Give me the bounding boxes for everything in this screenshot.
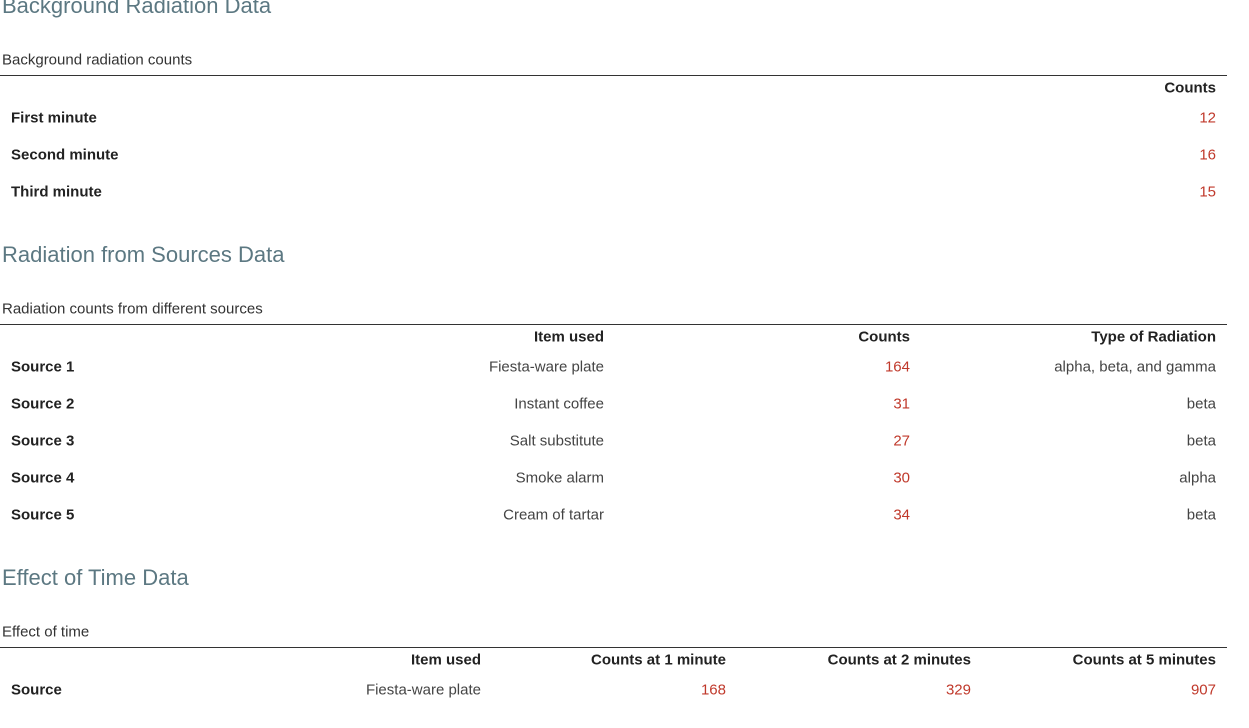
row-label: Source 4 bbox=[11, 469, 75, 487]
table-cell: beta bbox=[1186, 506, 1216, 524]
table-cell: 31 bbox=[893, 395, 910, 413]
table-caption: Background radiation counts bbox=[2, 51, 193, 69]
table-caption: Effect of time bbox=[2, 623, 90, 641]
table-cell: Instant coffee bbox=[514, 395, 604, 413]
table-caption: Radiation counts from different sources bbox=[2, 300, 263, 318]
table-cell: Cream of tartar bbox=[503, 506, 604, 524]
row-label: First minute bbox=[11, 109, 97, 127]
table-cell: 164 bbox=[884, 358, 910, 376]
table-cell: 15 bbox=[1199, 183, 1216, 201]
table-cell: 12 bbox=[1199, 109, 1216, 127]
table-cell: Smoke alarm bbox=[515, 469, 604, 487]
section-title: Background Radiation Data bbox=[2, 0, 272, 18]
column-header: Item used bbox=[410, 651, 481, 669]
row-label: Third minute bbox=[11, 183, 102, 201]
table-cell: beta bbox=[1186, 395, 1216, 413]
table-cell: 329 bbox=[945, 681, 971, 699]
column-header: Counts bbox=[1164, 79, 1216, 97]
table-rule bbox=[0, 324, 1227, 325]
table-cell: 30 bbox=[893, 469, 910, 487]
table-rule bbox=[0, 75, 1227, 76]
row-label: Second minute bbox=[11, 146, 119, 164]
table-cell: alpha bbox=[1179, 469, 1216, 487]
table-cell: alpha, beta, and gamma bbox=[1054, 358, 1216, 376]
table-cell: Fiesta-ware plate bbox=[488, 358, 604, 376]
table-cell: 168 bbox=[700, 681, 726, 699]
column-header: Item used bbox=[533, 328, 604, 346]
row-label: Source 1 bbox=[11, 358, 75, 376]
table-cell: 907 bbox=[1190, 681, 1216, 699]
column-header: Counts at 1 minute bbox=[590, 651, 726, 669]
column-header: Type of Radiation bbox=[1091, 328, 1216, 346]
table-cell: 34 bbox=[893, 506, 910, 524]
row-label: Source 2 bbox=[11, 395, 75, 413]
row-label: Source bbox=[11, 681, 62, 699]
section-title: Effect of Time Data bbox=[2, 565, 189, 590]
table-cell: Salt substitute bbox=[509, 432, 604, 450]
table-cell: 27 bbox=[893, 432, 910, 450]
table-rule bbox=[0, 647, 1227, 648]
table-cell: Fiesta-ware plate bbox=[365, 681, 481, 699]
row-label: Source 5 bbox=[11, 506, 75, 524]
table-cell: 16 bbox=[1199, 146, 1216, 164]
row-label: Source 3 bbox=[11, 432, 75, 450]
column-header: Counts at 5 minutes bbox=[1072, 651, 1216, 669]
column-header: Counts bbox=[858, 328, 910, 346]
section-title: Radiation from Sources Data bbox=[2, 242, 285, 267]
column-header: Counts at 2 minutes bbox=[827, 651, 971, 669]
table-cell: beta bbox=[1186, 432, 1216, 450]
